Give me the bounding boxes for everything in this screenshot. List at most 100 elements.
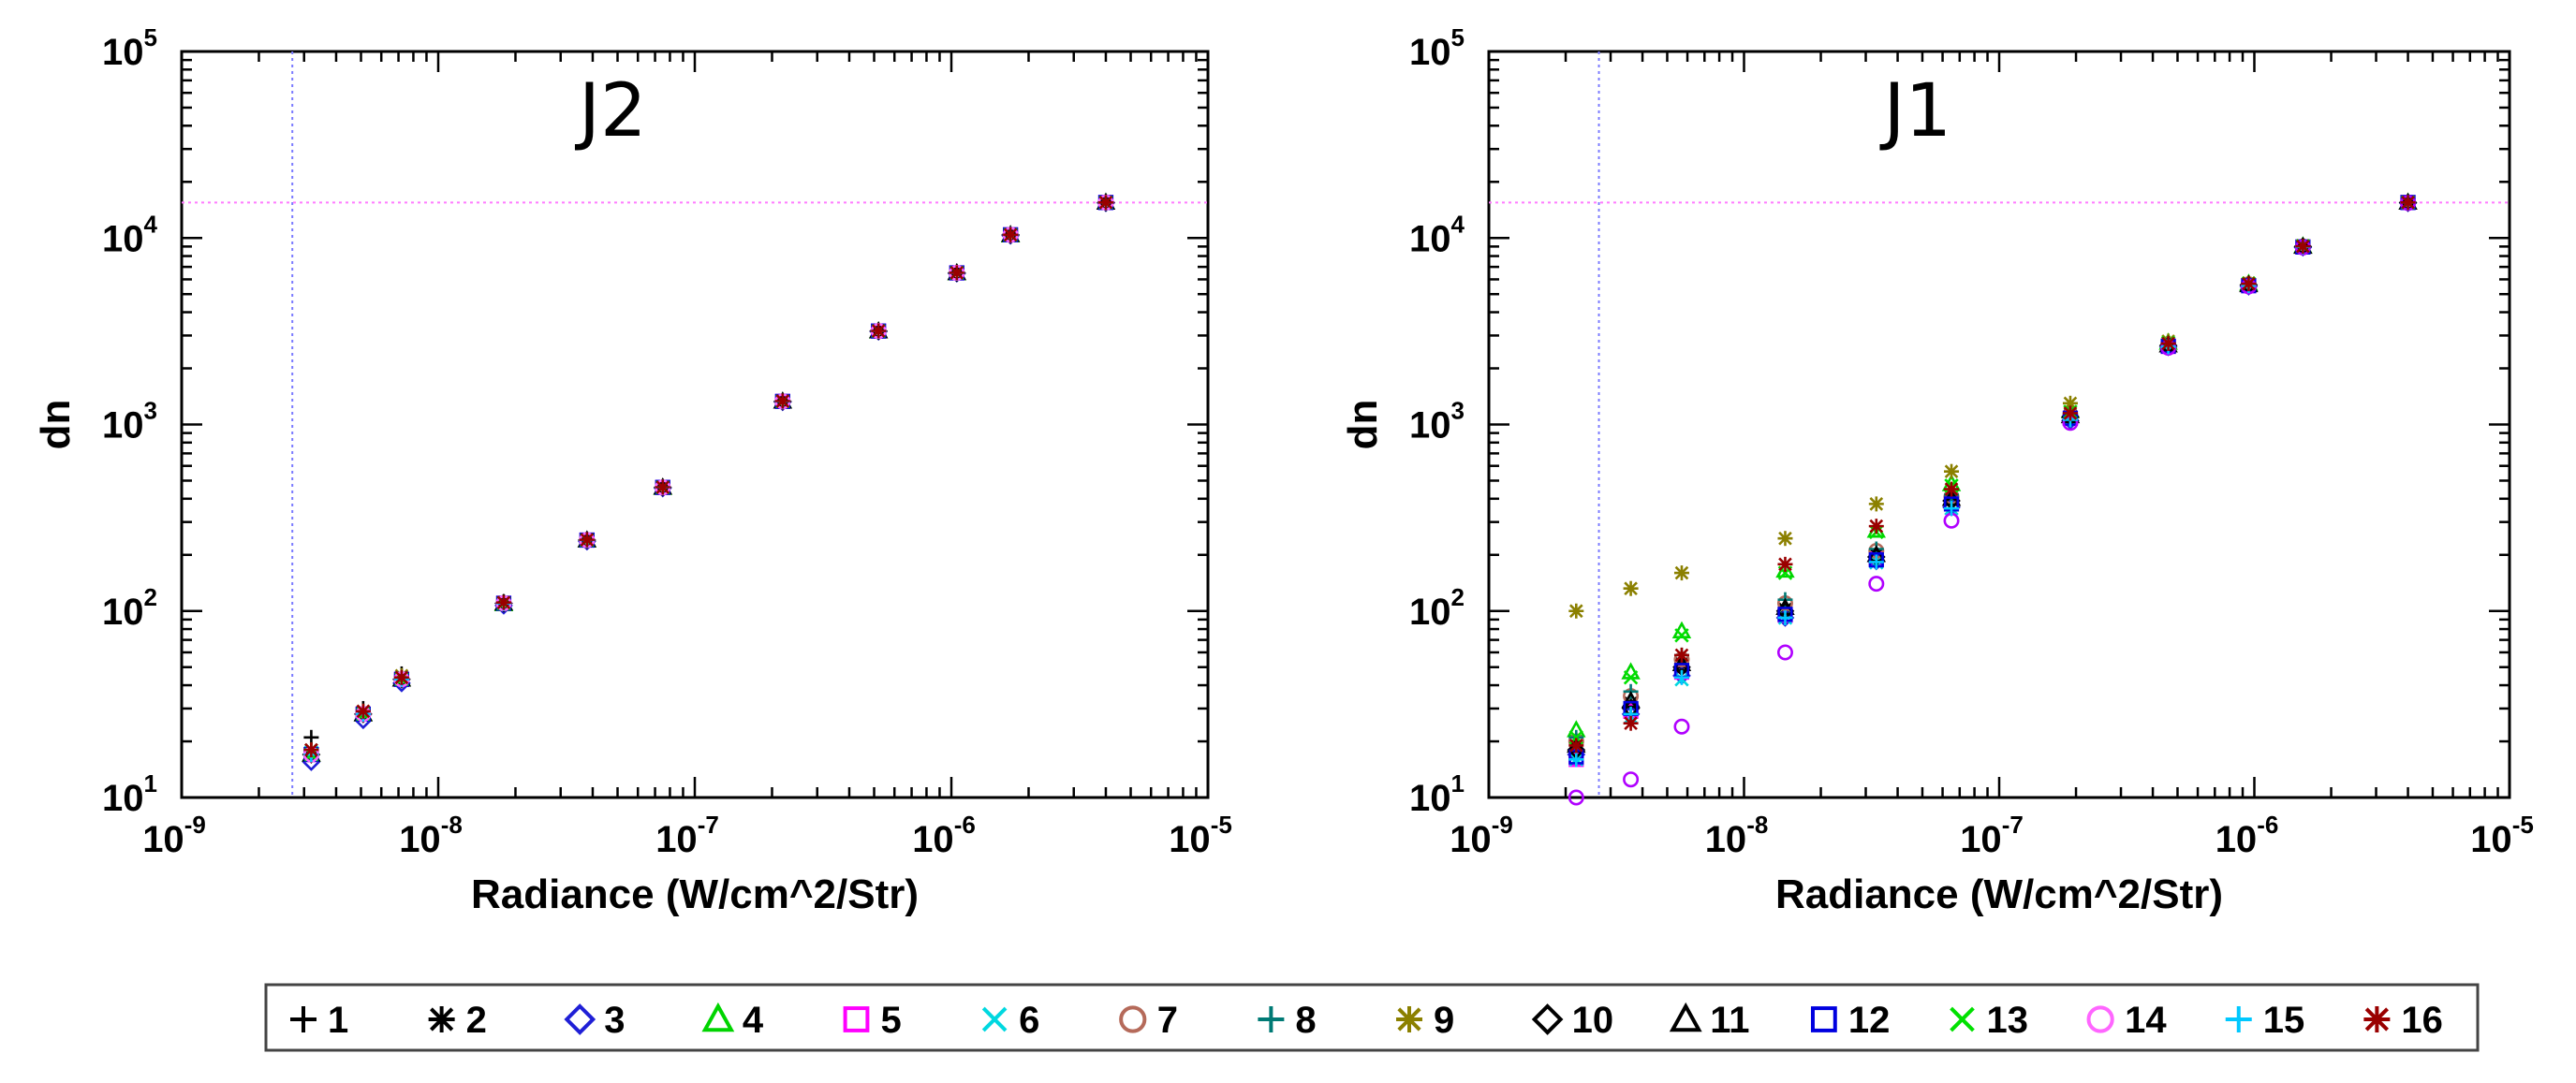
legend-label-3: 3: [604, 1000, 625, 1041]
legend-item-14: 14: [2086, 1000, 2167, 1041]
legend-item-5: 5: [843, 1000, 902, 1041]
chart-panel-j1: 10-9 10-8 10-7 10-6 10-5 101 102 103 104 105 Radia…: [1340, 23, 2534, 917]
data-point-series-16: [2062, 405, 2078, 421]
data-points: [1567, 192, 2418, 806]
legend-item-12: 12: [1810, 1000, 1891, 1041]
data-point-series-16: [393, 669, 409, 685]
legend-marker-16: [2363, 1006, 2391, 1032]
legend-marker-14: [2086, 1005, 2114, 1033]
data-point-series-16: [655, 479, 670, 495]
data-point-series-16: [1673, 647, 1689, 663]
legend-marker-7: [1119, 1005, 1147, 1033]
axis-ticks: [1489, 51, 2510, 798]
x-tick-label: 10-9: [1450, 811, 1513, 860]
legend-label-7: 7: [1157, 1000, 1178, 1041]
x-tick-label: 10-8: [399, 811, 463, 860]
legend-marker-3: [564, 1003, 596, 1035]
data-point-series-16: [1944, 481, 1960, 497]
data-point-series-15: [1673, 669, 1689, 685]
data-point-series-14: [1623, 771, 1640, 788]
legend-label-16: 16: [2401, 1000, 2443, 1041]
legend-item-1: 1: [290, 1000, 348, 1041]
data-point-series-16: [495, 594, 511, 610]
data-point-series-16: [1868, 519, 1884, 534]
y-tick-label: 103: [102, 397, 157, 446]
data-points: [302, 192, 1116, 771]
y-tick-label: 104: [1409, 210, 1465, 259]
x-tick-label: 10-5: [2470, 811, 2534, 860]
data-point-series-16: [1097, 195, 1113, 211]
data-point-series-16: [2400, 195, 2416, 211]
data-point-series-16: [2295, 239, 2311, 255]
legend-label-10: 10: [1572, 1000, 1614, 1041]
legend-label-9: 9: [1434, 1000, 1454, 1041]
data-point-series-9: [1777, 531, 1793, 547]
data-point-series-9: [1868, 496, 1884, 512]
y-tick-label: 105: [1409, 23, 1465, 73]
legend-marker-15: [2225, 1006, 2252, 1032]
legend-item-11: 11: [1669, 1000, 1750, 1041]
data-point-series-1: [303, 729, 319, 745]
data-point-series-15: [1777, 609, 1793, 625]
data-point-series-14: [1868, 576, 1885, 593]
data-point-series-15: [1944, 501, 1960, 517]
x-tick-label: 10-8: [1705, 811, 1769, 860]
legend-marker-5: [843, 1006, 870, 1032]
legend-item-7: 7: [1119, 1000, 1178, 1041]
legend-label-15: 15: [2263, 1000, 2305, 1041]
legend-marker-12: [1810, 1006, 1837, 1032]
legend-item-2: 2: [428, 1000, 487, 1041]
legend-marker-9: [1396, 1006, 1422, 1032]
data-point-series-9: [1944, 463, 1960, 479]
data-point-series-16: [2160, 335, 2176, 351]
axis-ticks: [182, 51, 1208, 798]
x-axis-label: Radiance (W/cm^2/Str): [471, 871, 919, 917]
y-tick-label: 104: [102, 210, 158, 259]
legend-label-5: 5: [881, 1000, 902, 1041]
x-tick-label: 10-7: [655, 811, 719, 860]
y-axis-label: dn: [1340, 400, 1386, 450]
data-point-series-9: [1623, 580, 1639, 596]
data-point-series-16: [1003, 227, 1019, 242]
legend-item-10: 10: [1531, 1000, 1614, 1041]
data-point-series-14: [1673, 718, 1690, 735]
legend-marker-2: [428, 1006, 455, 1032]
legend: 1 2 3 4 5 6 7 8 9 10 11 12 13 14 15 16: [264, 983, 2480, 1052]
data-point-series-14: [1776, 644, 1793, 661]
legend-item-8: 8: [1258, 1000, 1317, 1041]
legend-label-11: 11: [1710, 1000, 1749, 1041]
y-tick-label: 103: [1409, 397, 1465, 446]
data-point-series-13: [1623, 670, 1639, 685]
chart-panel-j2: 10-9 10-8 10-7 10-6 10-5 101 102 103 104 105 Radia…: [33, 23, 1232, 917]
y-axis-label: dn: [33, 400, 79, 450]
x-tick-label: 10-7: [1960, 811, 2024, 860]
data-point-series-16: [579, 532, 595, 548]
data-point-series-16: [355, 703, 371, 719]
legend-marker-1: [290, 1006, 316, 1032]
data-point-series-13: [1674, 628, 1689, 643]
legend-item-16: 16: [2363, 1000, 2443, 1041]
legend-label-12: 12: [1848, 1000, 1891, 1041]
legend-label-8: 8: [1295, 1000, 1316, 1041]
legend-item-4: 4: [701, 1000, 764, 1041]
data-point-series-16: [1623, 715, 1639, 731]
data-point-series-16: [1777, 556, 1793, 572]
legend-label-4: 4: [743, 1000, 764, 1041]
data-point-series-9: [1568, 603, 1584, 619]
data-point-series-16: [1568, 738, 1584, 754]
x-tick-label: 10-6: [2215, 811, 2279, 860]
legend-item-9: 9: [1396, 1000, 1454, 1041]
data-point-series-16: [871, 323, 887, 339]
data-point-series-16: [2241, 276, 2257, 292]
legend-label-13: 13: [1987, 1000, 2029, 1041]
data-point-series-15: [1868, 554, 1884, 570]
legend-label-2: 2: [466, 1000, 487, 1041]
legend-label-14: 14: [2125, 1000, 2167, 1041]
x-tick-label: 10-6: [912, 811, 976, 860]
y-tick-label: 102: [102, 583, 157, 633]
legend-label-6: 6: [1019, 1000, 1039, 1041]
legend-item-15: 15: [2225, 1000, 2305, 1041]
data-point-series-16: [949, 265, 964, 281]
x-axis-label: Radiance (W/cm^2/Str): [1775, 871, 2223, 917]
